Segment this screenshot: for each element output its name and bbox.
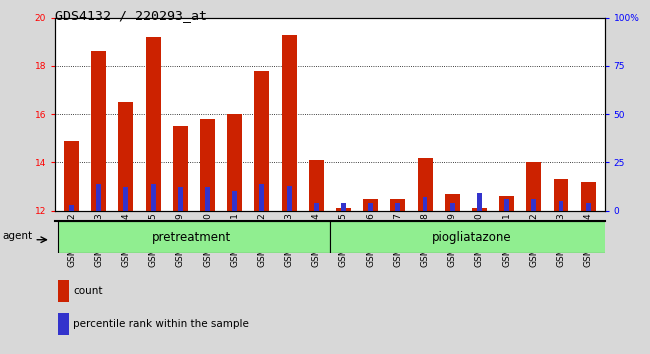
Bar — [554, 179, 569, 211]
Text: count: count — [73, 286, 103, 296]
Bar — [227, 114, 242, 211]
Bar — [259, 184, 265, 211]
Bar — [254, 71, 269, 211]
Bar — [146, 37, 161, 211]
Bar — [336, 208, 351, 211]
Bar — [450, 203, 455, 211]
Bar — [580, 182, 595, 211]
Text: GDS4132 / 220293_at: GDS4132 / 220293_at — [55, 9, 207, 22]
Text: piogliatazone: piogliatazone — [432, 231, 511, 244]
Bar — [586, 203, 591, 211]
Bar — [368, 203, 373, 211]
Text: percentile rank within the sample: percentile rank within the sample — [73, 319, 249, 329]
Bar — [64, 141, 79, 211]
Bar — [151, 184, 155, 211]
Bar — [200, 119, 215, 211]
Bar — [472, 208, 487, 211]
Bar — [445, 194, 460, 211]
Bar — [341, 203, 346, 211]
Bar — [363, 199, 378, 211]
Bar — [96, 184, 101, 211]
Bar — [314, 203, 318, 211]
Bar — [58, 313, 69, 335]
Bar — [287, 185, 292, 211]
Bar — [422, 197, 428, 211]
Bar — [118, 102, 133, 211]
Bar — [173, 126, 188, 211]
Bar — [309, 160, 324, 211]
Bar — [526, 162, 541, 211]
Bar — [391, 199, 406, 211]
Bar — [504, 199, 509, 211]
Bar — [417, 158, 432, 211]
Bar — [395, 203, 400, 211]
Bar — [58, 280, 69, 302]
Bar — [124, 188, 129, 211]
Bar — [477, 193, 482, 211]
Bar — [58, 221, 330, 253]
Text: pretreatment: pretreatment — [151, 231, 231, 244]
Bar — [499, 196, 514, 211]
Bar — [69, 205, 74, 211]
Bar — [281, 35, 296, 211]
Bar — [232, 191, 237, 211]
Bar — [178, 188, 183, 211]
Bar — [531, 199, 536, 211]
Bar — [205, 188, 210, 211]
Bar — [330, 221, 613, 253]
Text: agent: agent — [3, 230, 33, 241]
Bar — [558, 201, 564, 211]
Bar — [91, 51, 106, 211]
